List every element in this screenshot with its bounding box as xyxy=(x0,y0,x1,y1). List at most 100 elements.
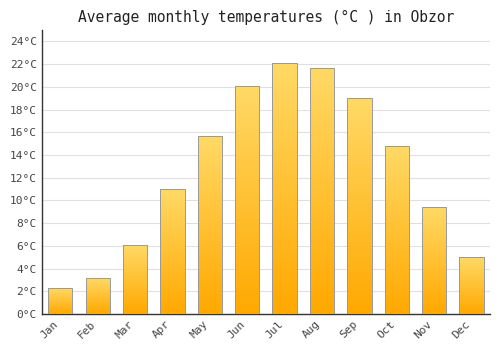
Bar xyxy=(310,186,334,187)
Bar xyxy=(422,253,446,254)
Bar xyxy=(272,88,297,89)
Bar xyxy=(310,75,334,76)
Bar xyxy=(348,163,372,164)
Bar xyxy=(422,266,446,267)
Bar xyxy=(235,131,260,133)
Bar xyxy=(235,267,260,268)
Bar xyxy=(198,214,222,215)
Bar xyxy=(272,128,297,130)
Bar xyxy=(348,286,372,287)
Bar xyxy=(272,270,297,271)
Bar xyxy=(198,153,222,154)
Bar xyxy=(235,106,260,107)
Bar xyxy=(272,197,297,198)
Bar xyxy=(348,237,372,238)
Bar xyxy=(198,211,222,212)
Bar xyxy=(310,285,334,286)
Bar xyxy=(310,282,334,283)
Bar xyxy=(235,305,260,306)
Bar xyxy=(160,250,184,251)
Bar xyxy=(422,296,446,297)
Bar xyxy=(348,222,372,223)
Bar xyxy=(235,128,260,129)
Bar xyxy=(272,279,297,280)
Bar xyxy=(198,181,222,182)
Bar xyxy=(422,216,446,217)
Bar xyxy=(272,280,297,281)
Bar xyxy=(348,298,372,299)
Bar xyxy=(235,150,260,151)
Bar xyxy=(198,290,222,291)
Bar xyxy=(310,122,334,123)
Bar xyxy=(235,304,260,305)
Bar xyxy=(310,212,334,213)
Bar xyxy=(235,251,260,252)
Bar xyxy=(198,196,222,197)
Bar xyxy=(384,312,409,313)
Bar xyxy=(384,311,409,312)
Bar xyxy=(272,300,297,301)
Bar xyxy=(422,299,446,300)
Bar xyxy=(348,247,372,248)
Bar xyxy=(198,232,222,233)
Bar xyxy=(422,249,446,250)
Bar xyxy=(272,172,297,174)
Bar xyxy=(384,200,409,201)
Bar xyxy=(235,88,260,89)
Bar xyxy=(272,304,297,305)
Bar xyxy=(235,280,260,281)
Bar xyxy=(272,86,297,87)
Bar xyxy=(272,112,297,113)
Bar xyxy=(198,170,222,172)
Bar xyxy=(348,219,372,220)
Bar xyxy=(272,255,297,256)
Bar xyxy=(272,202,297,204)
Bar xyxy=(310,312,334,313)
Bar xyxy=(310,196,334,197)
Bar xyxy=(198,267,222,268)
Bar xyxy=(310,226,334,228)
Bar xyxy=(310,176,334,177)
Bar xyxy=(348,106,372,107)
Bar xyxy=(160,247,184,248)
Bar xyxy=(235,261,260,262)
Bar xyxy=(272,230,297,231)
Bar xyxy=(310,191,334,192)
Bar xyxy=(160,234,184,235)
Bar xyxy=(422,240,446,241)
Bar xyxy=(422,311,446,312)
Bar xyxy=(198,200,222,201)
Bar xyxy=(160,235,184,236)
Bar xyxy=(384,292,409,293)
Bar xyxy=(348,257,372,258)
Bar xyxy=(310,82,334,84)
Bar xyxy=(422,260,446,261)
Bar xyxy=(384,271,409,272)
Bar xyxy=(384,217,409,218)
Bar xyxy=(160,242,184,243)
Bar xyxy=(384,157,409,158)
Bar xyxy=(235,271,260,272)
Bar xyxy=(384,228,409,229)
Bar xyxy=(198,208,222,209)
Bar xyxy=(235,198,260,199)
Bar xyxy=(422,209,446,210)
Bar xyxy=(348,227,372,228)
Bar xyxy=(235,258,260,259)
Bar xyxy=(235,130,260,131)
Bar xyxy=(198,231,222,232)
Bar xyxy=(384,256,409,257)
Bar xyxy=(348,159,372,160)
Bar xyxy=(348,118,372,119)
Bar xyxy=(348,184,372,186)
Bar xyxy=(310,207,334,208)
Bar xyxy=(235,218,260,219)
Bar xyxy=(235,127,260,128)
Bar xyxy=(422,293,446,294)
Bar xyxy=(198,272,222,273)
Bar xyxy=(310,283,334,285)
Bar xyxy=(235,208,260,209)
Bar xyxy=(310,267,334,268)
Bar xyxy=(198,306,222,307)
Bar xyxy=(272,225,297,226)
